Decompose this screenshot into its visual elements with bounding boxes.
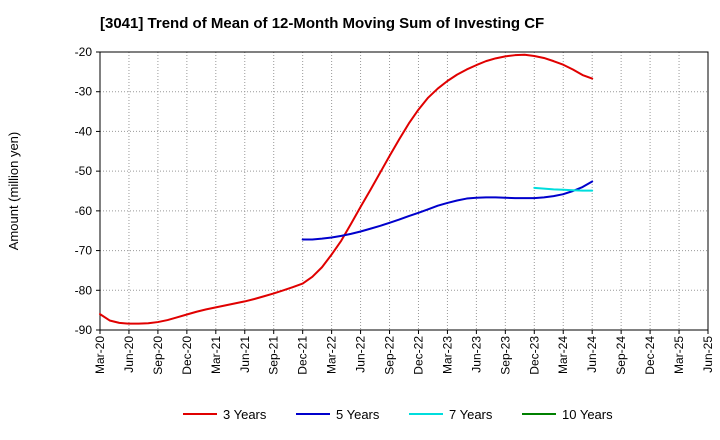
series-line-3-years <box>99 53 594 325</box>
y-tick-label: -70 <box>75 244 93 258</box>
x-tick-label: Jun-21 <box>238 336 252 373</box>
x-tick-label: Sep-23 <box>498 336 512 375</box>
series-layer <box>99 53 594 325</box>
x-tick-label: Dec-22 <box>411 336 425 375</box>
x-tick-label: Jun-24 <box>585 336 599 373</box>
x-tick-label: Mar-22 <box>325 336 339 374</box>
series-line-5-years <box>301 180 594 241</box>
x-tick-label: Mar-23 <box>440 336 454 374</box>
plot-frame <box>99 51 709 331</box>
x-tick-label: Jun-20 <box>122 336 136 373</box>
x-tick-label: Dec-24 <box>643 336 657 375</box>
x-tick-label: Dec-23 <box>527 336 541 375</box>
x-tick-label: Jun-23 <box>469 336 483 373</box>
x-tick-label: Mar-24 <box>556 336 570 374</box>
x-tick-labels: Mar-20 Jun-20 Sep-20 Dec-20 Mar-21 Jun-21 Sep-… <box>93 330 715 375</box>
legend: 3 Years 5 Years 7 Years 10 Years <box>183 407 613 422</box>
grid-layer <box>100 52 708 330</box>
x-tick-label: Dec-20 <box>180 336 194 375</box>
legend-label: 3 Years <box>223 407 267 422</box>
x-tick-label: Jun-25 <box>701 336 715 373</box>
chart-title: [3041] Trend of Mean of 12-Month Moving … <box>100 15 545 32</box>
legend-label: 10 Years <box>562 407 613 422</box>
x-tick-label: Jun-22 <box>354 336 368 373</box>
x-tick-label: Mar-25 <box>672 336 686 374</box>
legend-label: 5 Years <box>336 407 380 422</box>
y-tick-label: -40 <box>75 124 93 138</box>
x-tick-label: Mar-21 <box>209 336 223 374</box>
y-tick-label: -30 <box>75 85 93 99</box>
y-tick-labels: -20 -30 -40 -50 -60 -70 -80 -90 <box>75 45 100 337</box>
legend-label: 7 Years <box>449 407 493 422</box>
x-tick-label: Sep-20 <box>151 336 165 375</box>
y-tick-label: -90 <box>75 323 93 337</box>
series-line-7-years <box>533 186 594 192</box>
y-tick-label: -80 <box>75 283 93 297</box>
x-tick-label: Sep-22 <box>383 336 397 375</box>
y-axis-title: Amount (million yen) <box>6 132 21 251</box>
y-tick-label: -20 <box>75 45 93 59</box>
y-tick-label: -50 <box>75 164 93 178</box>
x-tick-label: Mar-20 <box>93 336 107 374</box>
x-tick-label: Sep-21 <box>267 336 281 375</box>
x-tick-label: Sep-24 <box>614 336 628 375</box>
y-tick-label: -60 <box>75 204 93 218</box>
x-tick-label: Dec-21 <box>296 336 310 375</box>
